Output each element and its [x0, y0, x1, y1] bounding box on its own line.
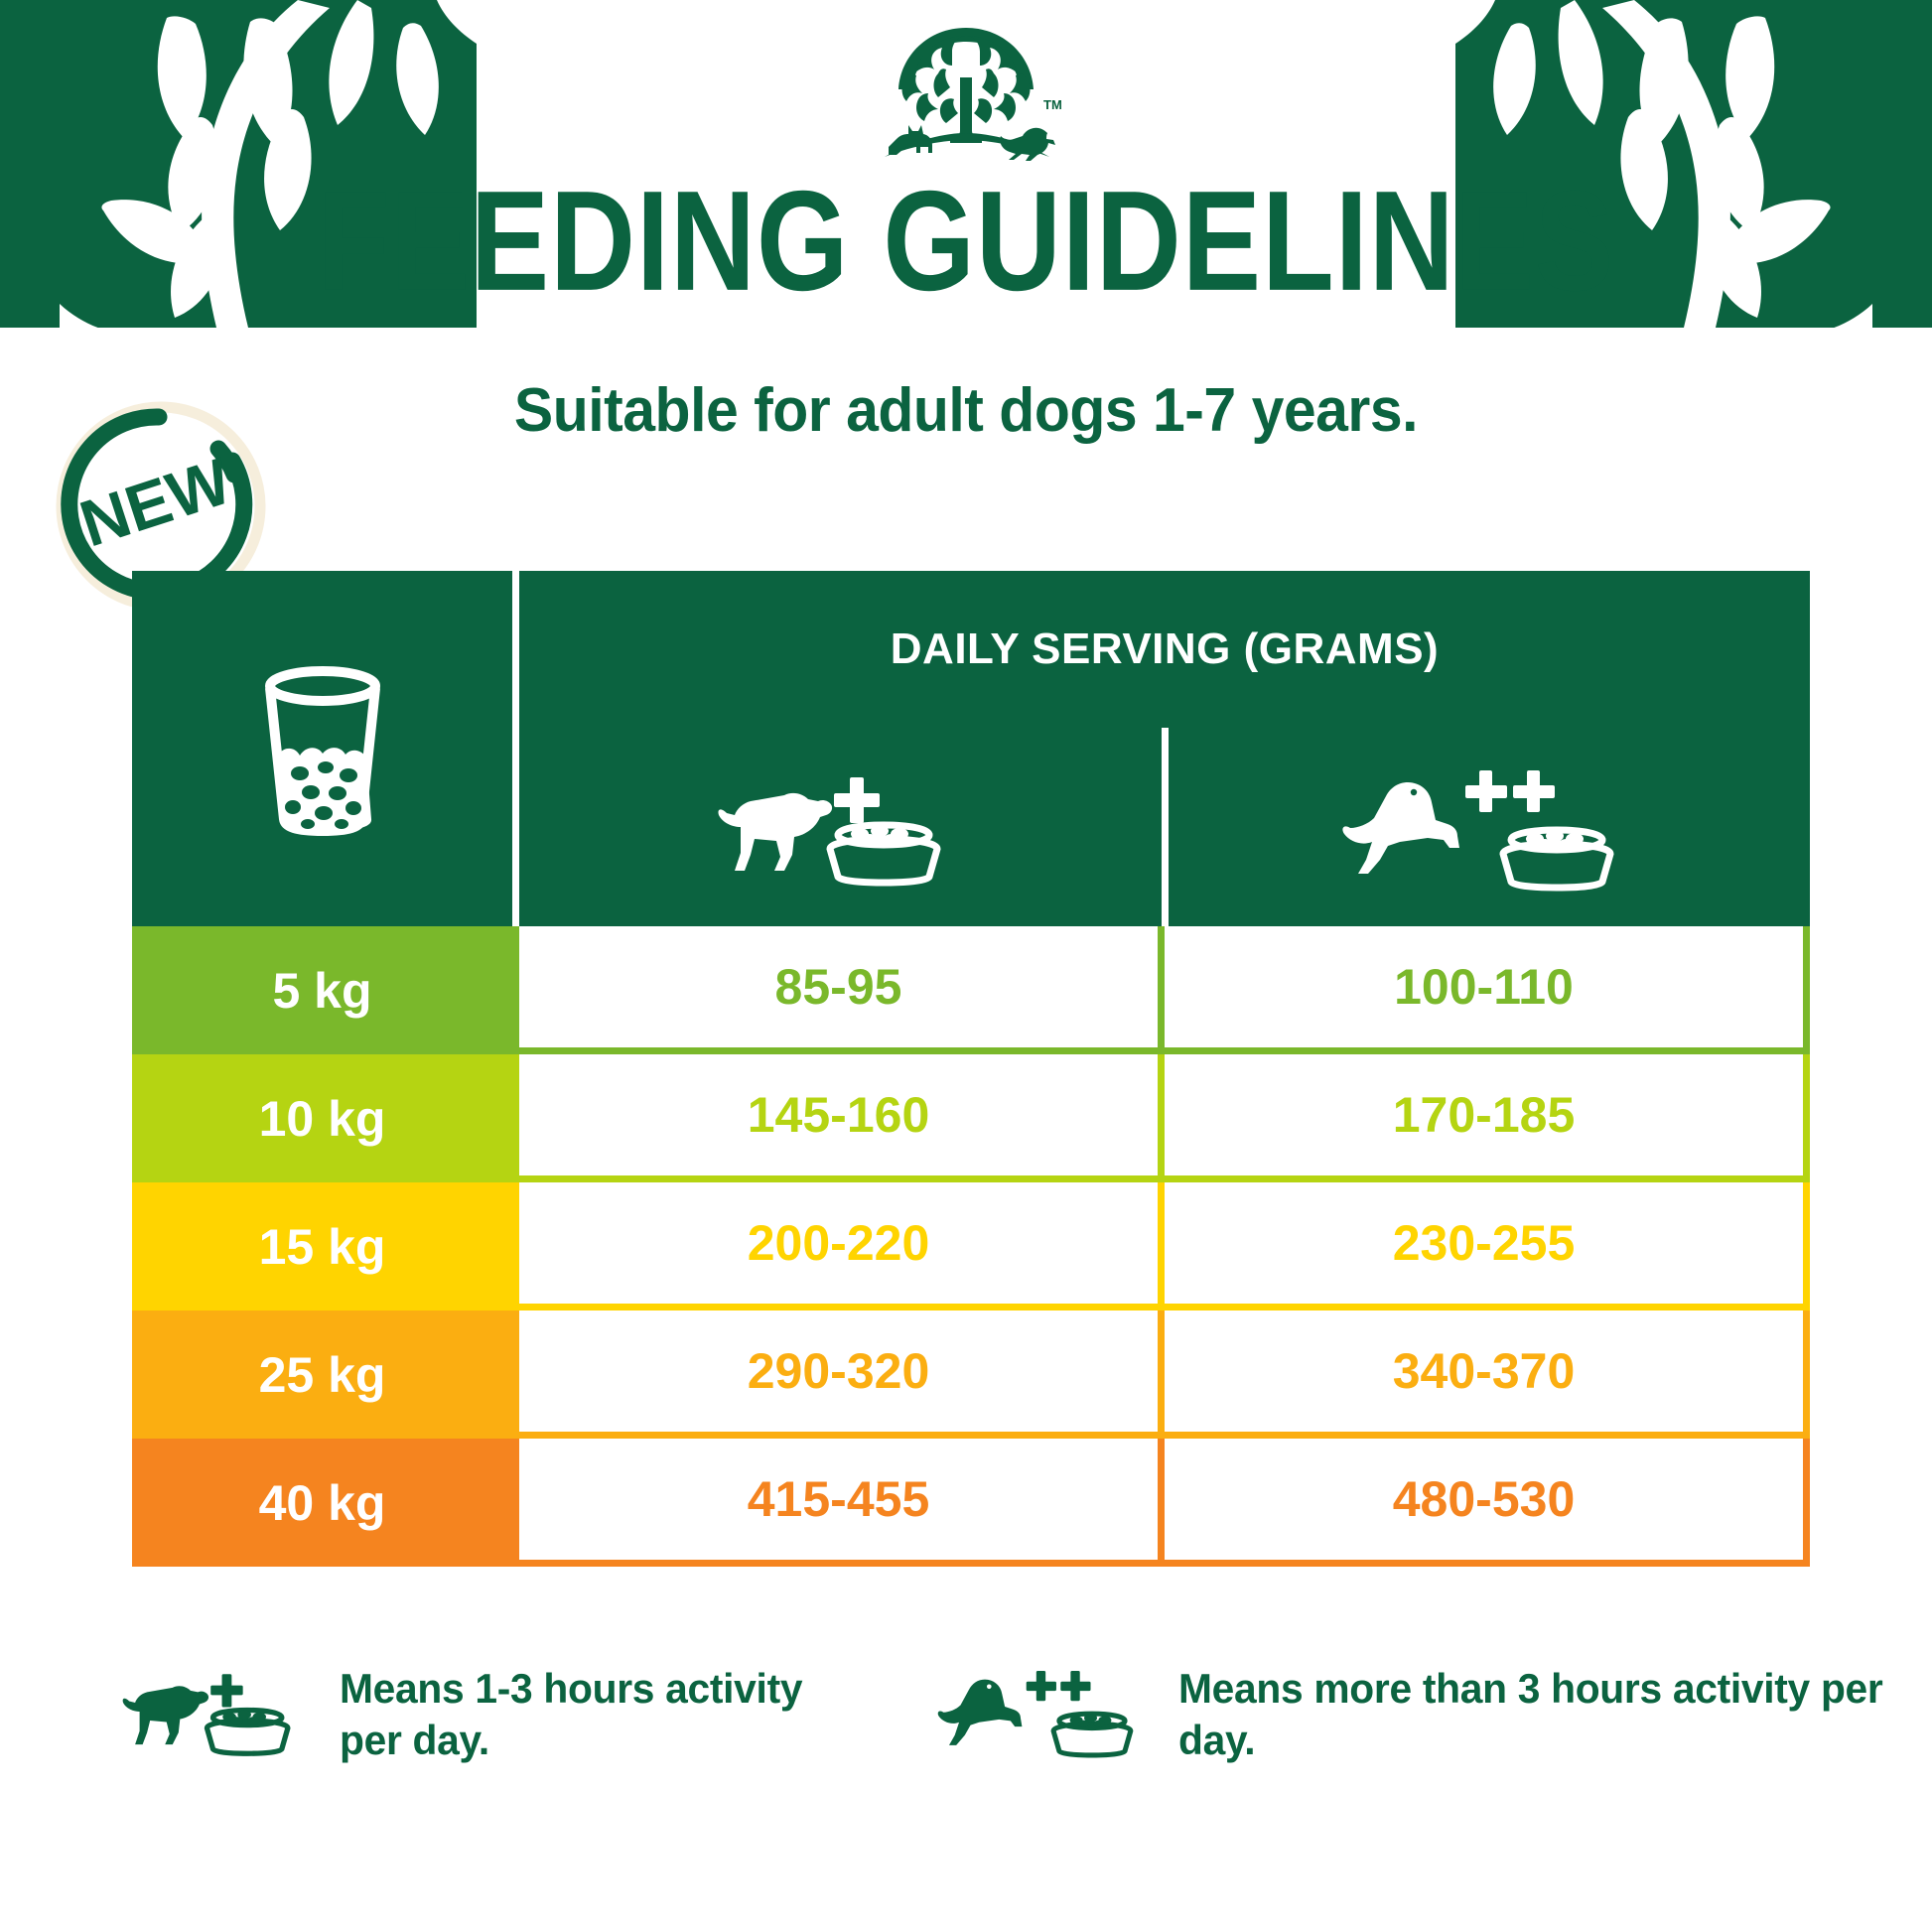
legend-item-high-activity: Means more than 3 hours activity per day… — [936, 1651, 1932, 1777]
standing-dog-with-bowl-icon — [117, 1653, 312, 1775]
brand-logo: TM — [0, 22, 1932, 161]
table-row: 15 kg 200-220 230-255 — [132, 1182, 1810, 1311]
cell-high-activity: 230-255 — [1158, 1182, 1810, 1311]
table-row: 5 kg 85-95 100-110 — [132, 926, 1810, 1054]
legend-item-low-activity: Means 1-3 hours activity per day. — [117, 1651, 865, 1777]
table-row: 10 kg 145-160 170-185 — [132, 1054, 1810, 1182]
new-badge-label: NEW — [71, 443, 240, 560]
table-row: 25 kg 290-320 340-370 — [132, 1311, 1810, 1439]
cell-low-activity: 415-455 — [512, 1439, 1158, 1567]
table-header-cup-cell — [132, 571, 512, 728]
legend: Means 1-3 hours activity per day. — [0, 1651, 1932, 1777]
row-weight-label: 40 kg — [132, 1439, 512, 1567]
column-header-high-activity — [1161, 728, 1810, 926]
legend-label-high-activity: Means more than 3 hours activity per day… — [1177, 1665, 1883, 1763]
cell-high-activity: 170-185 — [1158, 1054, 1810, 1182]
standing-dog-with-bowl-icon — [711, 767, 969, 887]
tree-with-paw-cat-dog-logo: TM — [885, 28, 1062, 161]
cell-high-activity: 100-110 — [1158, 926, 1810, 1054]
new-badge-ring-tail — [209, 440, 243, 483]
page-title: FEEDING GUIDELINES — [317, 162, 1615, 322]
jumping-dog-with-bowl-icon — [1340, 762, 1638, 892]
cell-high-activity: 480-530 — [1158, 1439, 1810, 1567]
table-header-icons — [132, 728, 1810, 926]
table-header-top: DAILY SERVING (GRAMS) — [132, 571, 1810, 728]
daily-serving-header: DAILY SERVING (GRAMS) — [512, 571, 1810, 728]
table-row: 40 kg 415-455 480-530 — [132, 1439, 1810, 1567]
table-header-cup-cell-lower — [132, 728, 512, 926]
row-weight-label: 5 kg — [132, 926, 512, 1054]
column-header-low-activity — [512, 728, 1162, 926]
cell-low-activity: 200-220 — [512, 1182, 1158, 1311]
jumping-dog-with-bowl-icon — [936, 1651, 1151, 1777]
page-subtitle: Suitable for adult dogs 1-7 years. — [513, 376, 1419, 445]
table-body: 5 kg 85-95 100-110 10 kg 145-160 170-185 15 kg… — [132, 926, 1810, 1567]
new-badge: NEW — [56, 401, 266, 612]
new-badge-ring — [61, 408, 253, 601]
trademark-symbol: TM — [1043, 97, 1062, 112]
row-weight-label: 15 kg — [132, 1182, 512, 1311]
cell-low-activity: 290-320 — [512, 1311, 1158, 1439]
cell-high-activity: 340-370 — [1158, 1311, 1810, 1439]
row-weight-label: 25 kg — [132, 1311, 512, 1439]
legend-label-low-activity: Means 1-3 hours activity per day. — [340, 1665, 803, 1763]
feeding-table: DAILY SERVING (GRAMS) — [132, 571, 1810, 1567]
row-weight-label: 10 kg — [132, 1054, 512, 1182]
cell-low-activity: 85-95 — [512, 926, 1158, 1054]
cell-low-activity: 145-160 — [512, 1054, 1158, 1182]
